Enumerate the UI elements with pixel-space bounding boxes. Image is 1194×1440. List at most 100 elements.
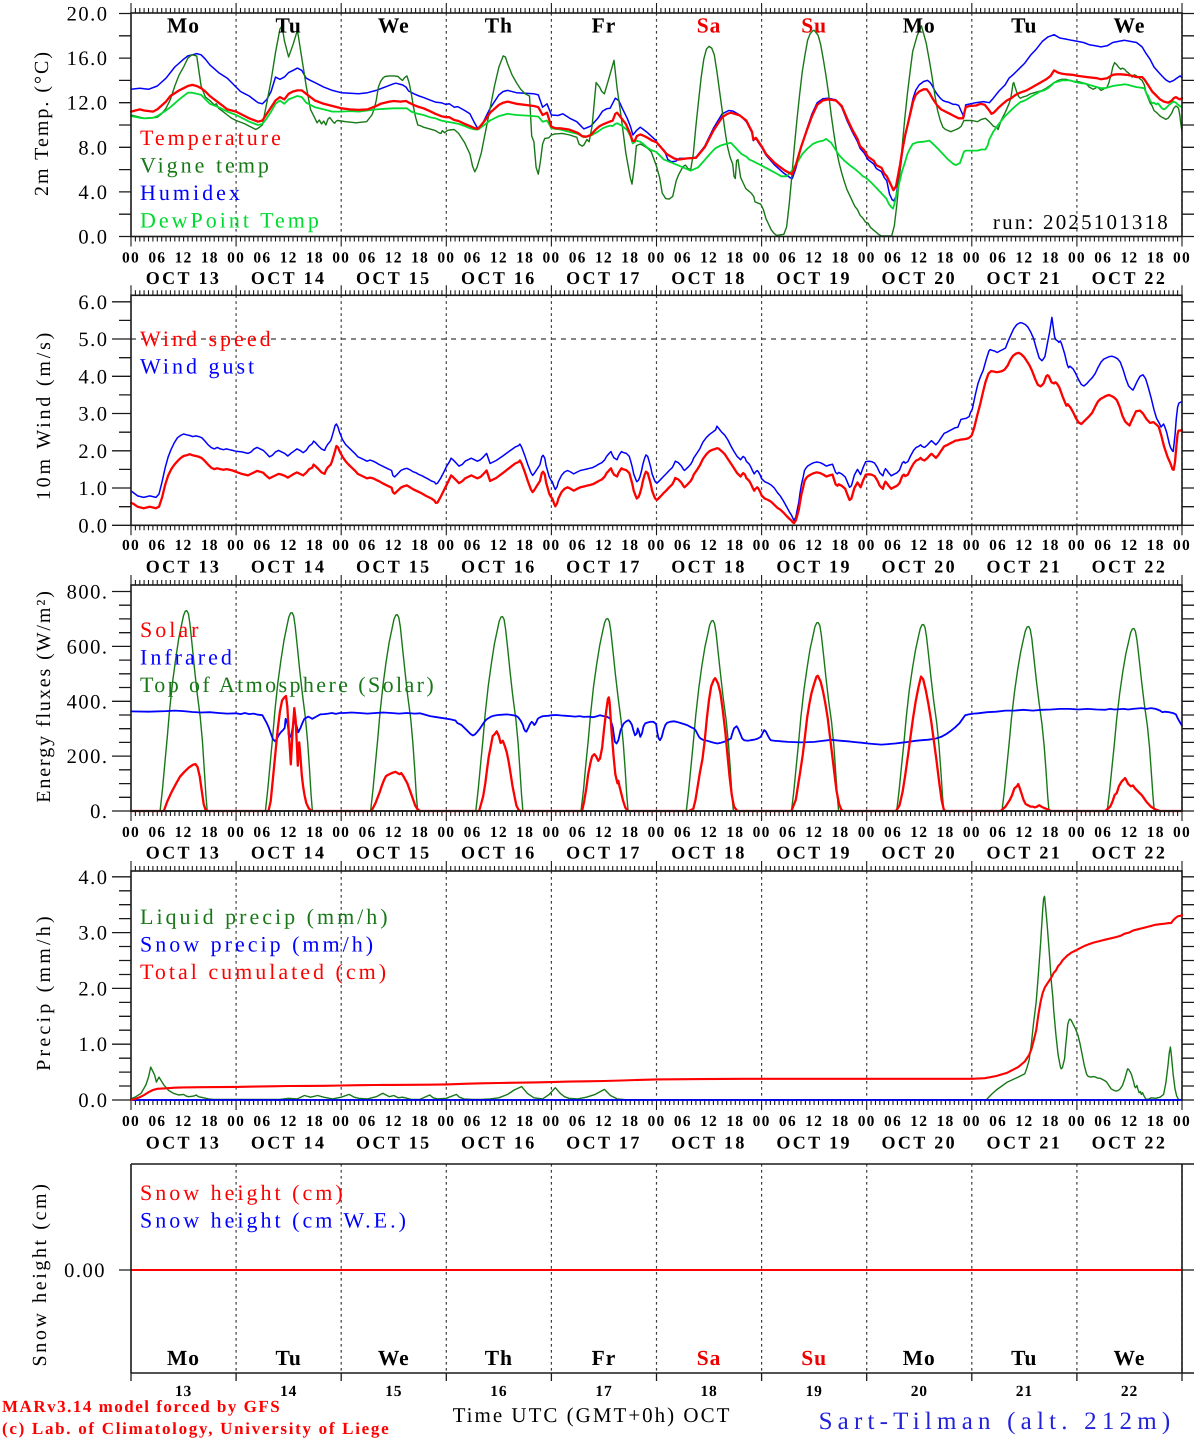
svg-text:Sart-Tilman (alt. 212m): Sart-Tilman (alt. 212m) [819,1408,1176,1435]
svg-text:OCT 16: OCT 16 [461,557,537,577]
svg-text:00: 00 [227,250,245,267]
svg-text:Liquid precip (mm/h): Liquid precip (mm/h) [140,904,391,929]
svg-text:06: 06 [1094,824,1112,841]
svg-text:12: 12 [280,1113,298,1130]
svg-text:18: 18 [306,824,324,841]
svg-text:Total cumulated (cm): Total cumulated (cm) [140,959,389,984]
svg-text:00: 00 [648,1113,666,1130]
svg-text:12: 12 [595,1113,613,1130]
svg-text:06: 06 [359,824,377,841]
svg-text:OCT 20: OCT 20 [881,557,957,577]
svg-text:18: 18 [937,1113,955,1130]
svg-text:Th: Th [485,14,513,38]
svg-text:06: 06 [148,824,166,841]
svg-text:18: 18 [516,1113,534,1130]
svg-text:Wind speed: Wind speed [140,326,274,351]
svg-text:00: 00 [437,824,455,841]
svg-text:19: 19 [806,1383,823,1400]
svg-text:OCT 19: OCT 19 [776,268,852,288]
svg-text:(c) Lab. of Climatology, Unive: (c) Lab. of Climatology, University of L… [2,1419,390,1438]
svg-text:OCT 19: OCT 19 [776,557,852,577]
svg-text:00: 00 [122,824,140,841]
svg-text:600.: 600. [67,636,109,658]
svg-text:12: 12 [1015,537,1033,554]
svg-text:16.0: 16.0 [67,48,109,70]
svg-text:00: 00 [963,250,981,267]
svg-text:OCT 16: OCT 16 [461,843,537,863]
svg-text:OCT 15: OCT 15 [356,557,432,577]
svg-text:18: 18 [621,537,639,554]
svg-text:12: 12 [490,1113,508,1130]
svg-text:18: 18 [1147,537,1165,554]
svg-text:Mo: Mo [903,1346,936,1370]
svg-text:00: 00 [542,1113,560,1130]
svg-text:06: 06 [359,1113,377,1130]
svg-text:06: 06 [989,1113,1007,1130]
svg-text:00: 00 [648,824,666,841]
svg-text:4.0: 4.0 [78,366,108,388]
svg-text:12: 12 [175,824,193,841]
svg-text:Tu: Tu [275,1346,301,1370]
svg-text:18: 18 [201,250,219,267]
svg-text:17: 17 [595,1383,612,1400]
svg-text:00: 00 [542,250,560,267]
svg-text:06: 06 [464,824,482,841]
svg-text:00: 00 [227,1113,245,1130]
svg-text:00: 00 [858,537,876,554]
svg-text:06: 06 [253,1113,271,1130]
svg-text:06: 06 [674,537,692,554]
svg-text:18: 18 [831,824,849,841]
svg-text:00: 00 [437,250,455,267]
svg-text:06: 06 [569,537,587,554]
svg-text:We: We [378,14,410,38]
svg-text:OCT 22: OCT 22 [1092,843,1168,863]
svg-text:06: 06 [148,250,166,267]
svg-text:OCT 18: OCT 18 [671,843,747,863]
svg-text:06: 06 [359,537,377,554]
svg-text:Solar: Solar [140,617,201,642]
svg-text:00: 00 [1173,824,1191,841]
svg-text:18: 18 [937,824,955,841]
svg-text:Energy fluxes (W/m²): Energy fluxes (W/m²) [33,589,55,803]
svg-text:00: 00 [753,824,771,841]
svg-text:00: 00 [963,1113,981,1130]
svg-text:Infrared: Infrared [140,645,235,670]
svg-text:800.: 800. [67,582,109,604]
svg-text:Snow height (cm W.E.): Snow height (cm W.E.) [140,1208,409,1233]
svg-text:12: 12 [1015,824,1033,841]
svg-text:15: 15 [385,1383,402,1400]
svg-text:12: 12 [910,824,928,841]
svg-text:Su: Su [801,14,827,38]
svg-text:0.0: 0.0 [78,1090,108,1112]
svg-text:12: 12 [175,1113,193,1130]
svg-text:06: 06 [779,250,797,267]
svg-text:12: 12 [1120,824,1138,841]
svg-text:OCT 18: OCT 18 [671,1133,747,1153]
svg-text:00: 00 [332,824,350,841]
svg-text:OCT 17: OCT 17 [566,1133,642,1153]
svg-text:12: 12 [805,824,823,841]
svg-text:18: 18 [1042,537,1060,554]
svg-text:06: 06 [1094,1113,1112,1130]
svg-text:OCT 21: OCT 21 [987,843,1063,863]
svg-text:06: 06 [569,824,587,841]
svg-text:3.0: 3.0 [78,923,108,945]
svg-text:06: 06 [884,250,902,267]
svg-text:18: 18 [201,824,219,841]
svg-text:Fr: Fr [592,1346,617,1370]
svg-text:12: 12 [385,824,403,841]
svg-text:18: 18 [201,537,219,554]
svg-text:12: 12 [595,537,613,554]
svg-text:12: 12 [175,250,193,267]
svg-text:18: 18 [621,824,639,841]
svg-text:Precip (mm/h): Precip (mm/h) [33,913,55,1071]
svg-text:2m Temp. (°C): 2m Temp. (°C) [31,50,53,196]
svg-text:Snow precip (mm/h): Snow precip (mm/h) [140,932,376,957]
svg-text:06: 06 [884,537,902,554]
svg-text:18: 18 [516,250,534,267]
svg-text:06: 06 [464,1113,482,1130]
svg-text:18: 18 [726,1113,744,1130]
svg-text:12: 12 [700,824,718,841]
svg-text:0.: 0. [90,801,108,823]
svg-text:06: 06 [464,537,482,554]
